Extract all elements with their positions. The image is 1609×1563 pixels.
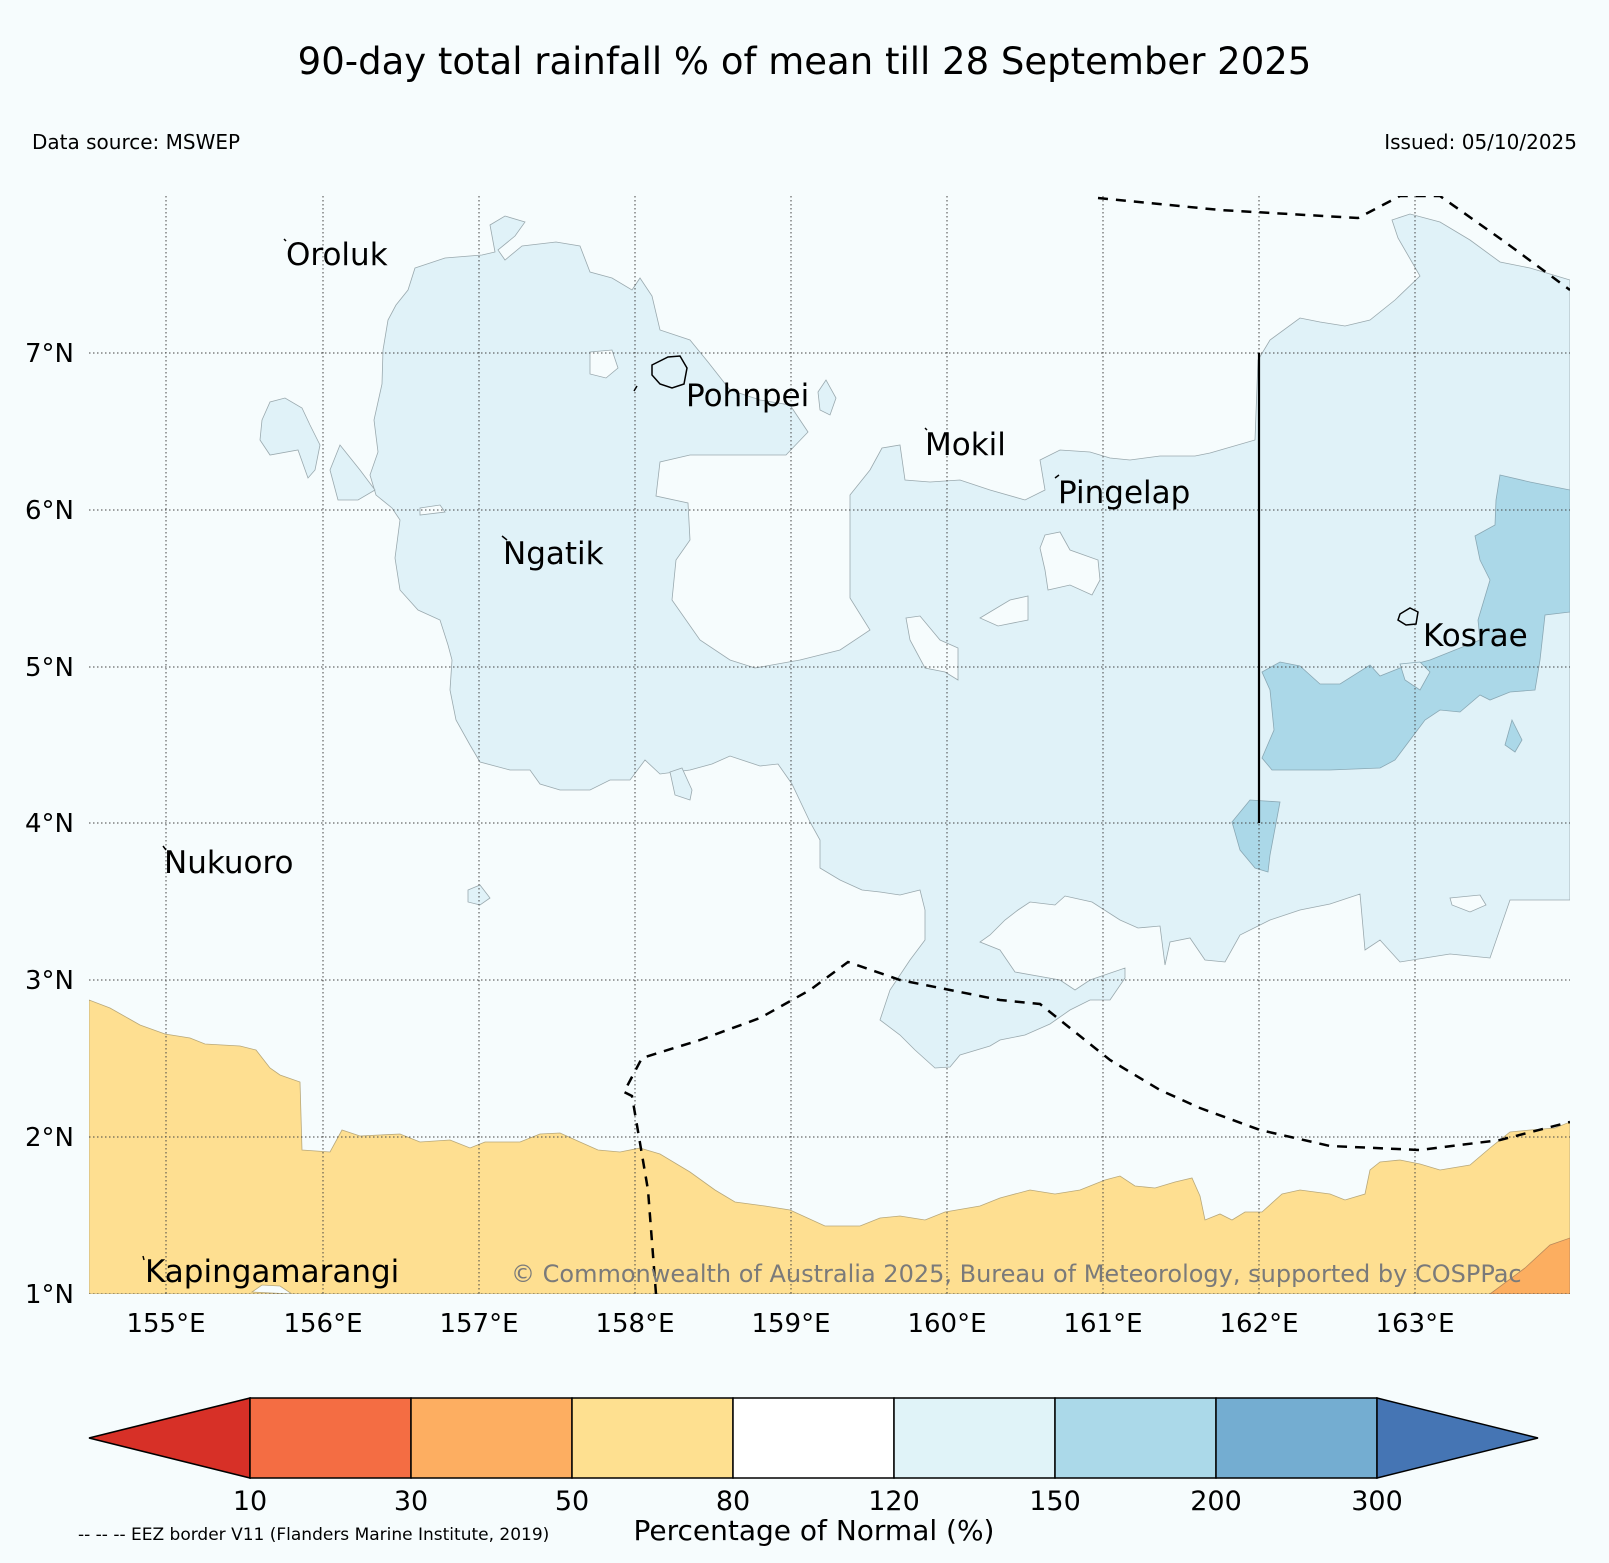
issued-date-label: Issued: 05/10/2025 [1384, 130, 1577, 154]
region-120-150-west-blob-2 [329, 444, 376, 501]
label-mokil: Mokil [925, 427, 1006, 463]
region-80-120-hole-2 [1039, 531, 1101, 596]
region-120-150-east-blob [817, 379, 837, 416]
colorbar-tick: 120 [868, 1486, 920, 1517]
lon-label: 159°E [751, 1309, 830, 1339]
label-nukuoro: Nukuoro [164, 845, 293, 881]
region-80-120-hole-1 [589, 349, 619, 379]
data-source-label: Data source: MSWEP [32, 130, 241, 154]
region-120-150-west-blob [259, 397, 321, 479]
map-title: 90-day total rainfall % of mean till 28 … [297, 40, 1312, 83]
lon-label: 161°E [1063, 1309, 1142, 1339]
graticule [89, 196, 1570, 1294]
lon-label: 163°E [1375, 1309, 1454, 1339]
colorbar-bin [571, 1397, 734, 1479]
lat-label: 4°N [25, 809, 74, 839]
eez-footnote: -- -- -- EEZ border V11 (Flanders Marine… [78, 1525, 550, 1545]
region-50-80 [89, 999, 1570, 1294]
region-150-200-south [1231, 799, 1281, 873]
latitude-labels: 7°N 6°N 5°N 4°N 3°N 2°N 1°N [25, 339, 74, 1310]
region-150-200-small [1504, 718, 1523, 753]
label-kosrae: Kosrae [1423, 618, 1528, 654]
colorbar-bin [1054, 1397, 1217, 1479]
lon-label: 162°E [1219, 1309, 1298, 1339]
lat-label: 7°N [25, 339, 74, 369]
colorbar-tick: 300 [1351, 1486, 1403, 1517]
lon-label: 160°E [907, 1309, 986, 1339]
eez-border [622, 196, 1570, 1294]
region-120-150-small-blob [467, 884, 491, 906]
region-30-50 [1489, 1237, 1570, 1294]
region-80-120-hole-4 [905, 615, 959, 681]
label-kapingamarangi: Kapingamarangi [145, 1254, 399, 1290]
longitude-labels: 155°E 156°E 157°E 158°E 159°E 160°E 161°… [126, 1309, 1454, 1339]
colorbar-bin [732, 1397, 895, 1479]
region-120-150-mid-blob [669, 767, 693, 801]
region-80-120-hole-3 [979, 595, 1029, 627]
lon-label: 155°E [126, 1309, 205, 1339]
map-frame: Oroluk Pohnpei Mokil Pingelap Ngatik Kos… [89, 196, 1570, 1294]
colorbar-tick: 200 [1190, 1486, 1242, 1517]
place-labels: Oroluk Pohnpei Mokil Pingelap Ngatik Kos… [145, 237, 1528, 1290]
colorbar-bin [1215, 1397, 1378, 1479]
kosrae-island-outline [1397, 607, 1419, 626]
colorbar-tick: 80 [716, 1486, 750, 1517]
lon-label: 157°E [439, 1309, 518, 1339]
region-80-120-hole-5 [419, 504, 446, 516]
region-80-120-kapinga-hole [250, 1284, 293, 1294]
colorbar-tick: 150 [1029, 1486, 1081, 1517]
lat-label: 2°N [25, 1123, 74, 1153]
lat-label: 6°N [25, 496, 74, 526]
region-80-120-hole-6 [1449, 894, 1487, 913]
lat-label: 1°N [25, 1280, 74, 1310]
label-oroluk: Oroluk [286, 237, 388, 273]
colorbar-bin [410, 1397, 573, 1479]
lon-label: 158°E [595, 1309, 674, 1339]
colorbar-over-arrow [1376, 1397, 1539, 1479]
lat-label: 5°N [25, 653, 74, 683]
pohnpei-island-outline [651, 355, 688, 389]
label-pingelap: Pingelap [1058, 475, 1190, 511]
copyright-text: © Commonwealth of Australia 2025, Bureau… [511, 1260, 1522, 1288]
colorbar-tick: 10 [233, 1486, 267, 1517]
atoll-markers [142, 238, 1060, 1261]
lon-label: 156°E [283, 1309, 362, 1339]
colorbar-ticks: 10 30 50 80 120 150 200 300 [233, 1486, 1403, 1517]
colorbar-bin [893, 1397, 1056, 1479]
lat-label: 3°N [25, 966, 74, 996]
colorbar-under-arrow [88, 1397, 251, 1479]
colorbar-bin [249, 1397, 412, 1479]
region-150-200-east [1261, 474, 1570, 771]
colorbar-tick: 30 [394, 1486, 428, 1517]
colorbar-tick: 50 [555, 1486, 589, 1517]
colorbar-title: Percentage of Normal (%) [634, 1514, 995, 1547]
label-ngatik: Ngatik [503, 536, 604, 572]
colorbar [88, 1397, 1539, 1479]
label-pohnpei: Pohnpei [686, 378, 809, 414]
